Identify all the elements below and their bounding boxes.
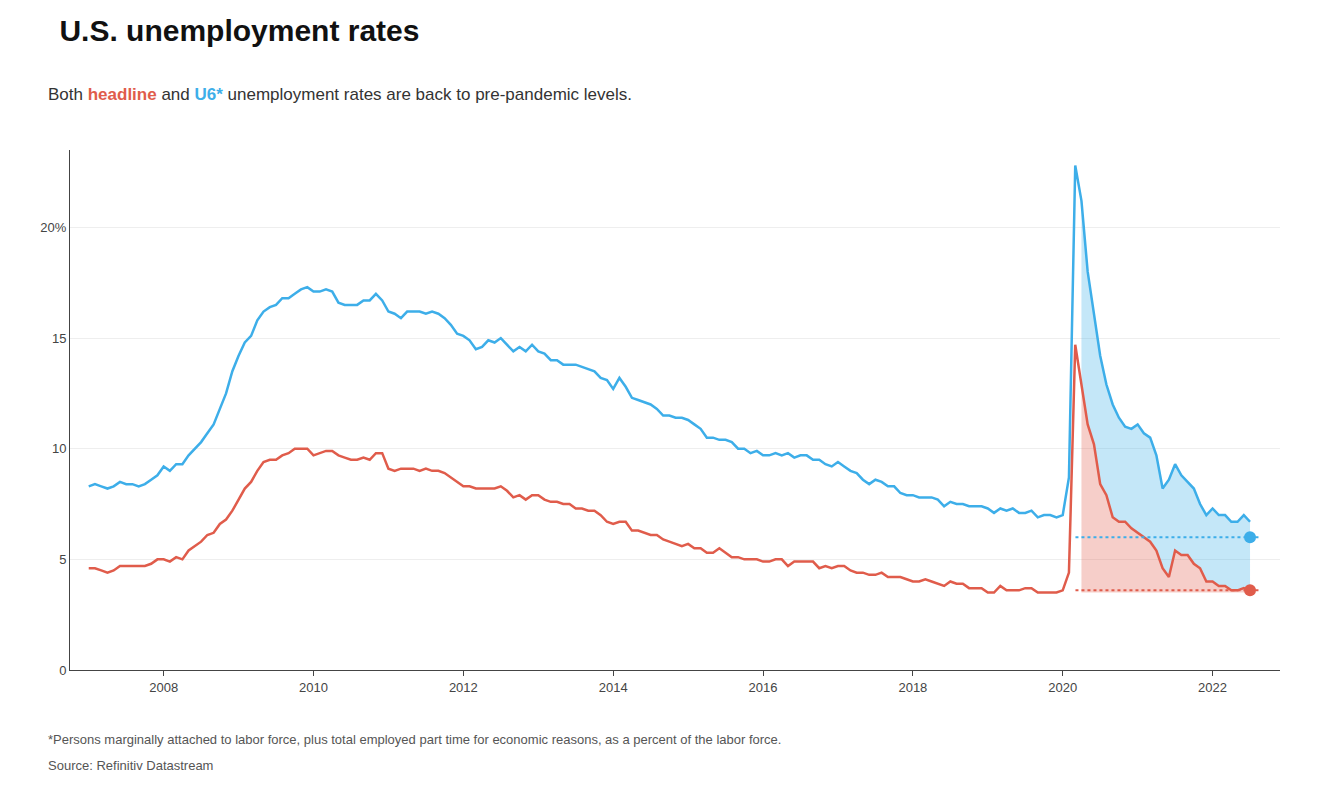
svg-text:5: 5 <box>59 552 66 567</box>
svg-text:0: 0 <box>59 663 66 678</box>
svg-text:2022: 2022 <box>1198 680 1227 695</box>
svg-text:2012: 2012 <box>449 680 478 695</box>
svg-text:10: 10 <box>52 441 66 456</box>
svg-text:Source: Refinitiv Datastream: Source: Refinitiv Datastream <box>48 758 213 773</box>
svg-text:20%: 20% <box>40 220 66 235</box>
svg-text:U.S. unemployment rates: U.S. unemployment rates <box>59 14 419 47</box>
svg-text:15: 15 <box>52 331 66 346</box>
svg-text:2010: 2010 <box>299 680 328 695</box>
svg-text:2020: 2020 <box>1048 680 1077 695</box>
svg-text:2008: 2008 <box>149 680 178 695</box>
svg-text:Both headline and U6* unemploy: Both headline and U6* unemployment rates… <box>48 85 632 104</box>
svg-text:2018: 2018 <box>898 680 927 695</box>
svg-text:*Persons marginally attached t: *Persons marginally attached to labor fo… <box>48 732 781 747</box>
svg-text:2016: 2016 <box>749 680 778 695</box>
svg-text:2014: 2014 <box>599 680 628 695</box>
